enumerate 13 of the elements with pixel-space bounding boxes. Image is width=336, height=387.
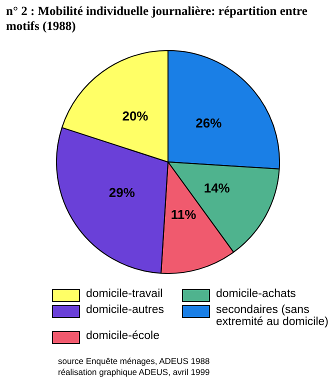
data-label: 11% [170,207,197,222]
data-label: 26% [196,115,222,130]
text: réalisation graphique ADEUS, avril 1999 [58,367,210,378]
data-label: 20% [122,108,149,124]
chart-title: n° 2 : Mobilité individuelle journalière: répartition entre motifs (1988) [6,4,308,34]
legend-label: domicile-travail [86,288,163,300]
legend-label: domicile-autres [86,304,164,316]
data-label: 29% [108,184,136,200]
legend-label: secondaires (sans extremité au domicile) [216,304,330,328]
legend-label: domicile-achats [216,288,296,300]
data-label: 14% [204,180,230,196]
legend-label: domicile-école [86,330,160,342]
source-note: source Enquête ménages, ADEUS 1988 [58,356,210,367]
